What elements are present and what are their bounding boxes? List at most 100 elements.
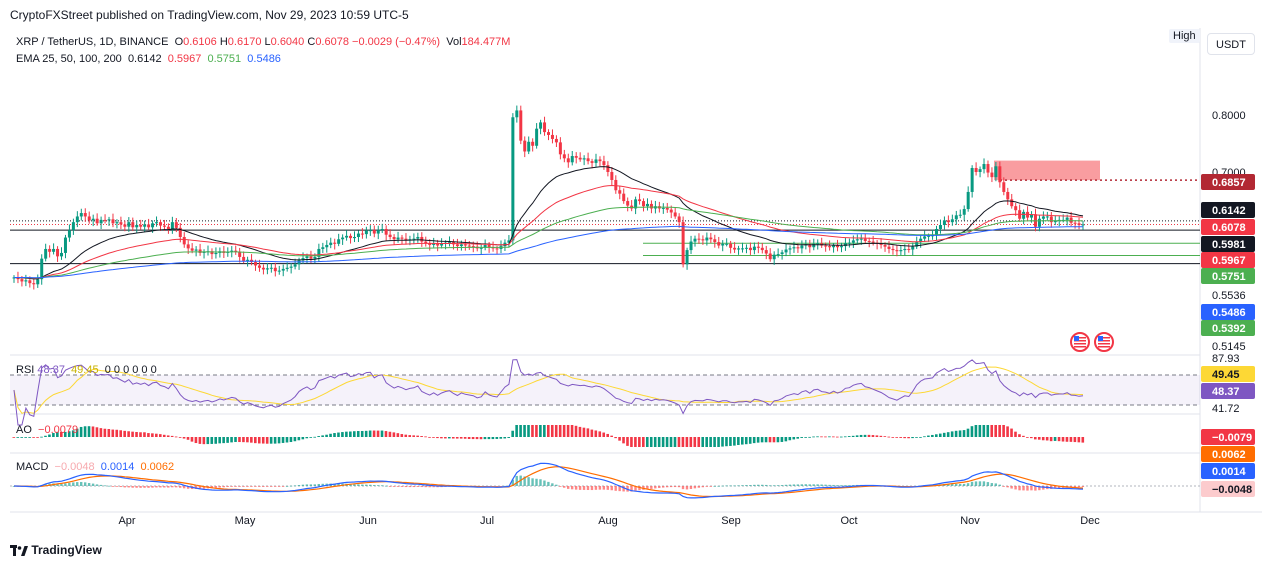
macd-hist-bar xyxy=(147,486,150,488)
ao-bar xyxy=(178,437,182,438)
candle-body xyxy=(883,244,887,247)
ao-bar xyxy=(301,437,305,440)
candle-body xyxy=(527,141,531,152)
flag-stripe xyxy=(1098,337,1110,339)
ao-bar xyxy=(297,437,301,441)
ao-bar xyxy=(915,437,918,438)
candle-body xyxy=(87,216,91,221)
rsi-extra: 0 0 0 0 0 0 xyxy=(104,364,157,376)
candle-body xyxy=(63,237,67,253)
ao-bar xyxy=(903,437,906,439)
ema-legend[interactable]: EMA 25, 50, 100, 200 0.6142 0.5967 0.575… xyxy=(16,53,281,65)
ao-legend[interactable]: AO −0.0079 xyxy=(16,424,78,436)
ao-bar xyxy=(594,430,598,437)
candle-body xyxy=(170,222,174,229)
macd-hist-bar xyxy=(955,483,958,486)
macd-hist-bar xyxy=(424,486,427,488)
tradingview-brand: TradingView xyxy=(31,543,102,557)
macd-hist-bar xyxy=(697,486,701,488)
candle-body xyxy=(606,165,610,172)
candle-body xyxy=(1002,182,1006,192)
rsi-tag-bg xyxy=(1201,383,1255,399)
candle-body xyxy=(186,244,190,249)
candle-body xyxy=(764,250,768,254)
rsi-ma-value: 49.45 xyxy=(71,364,99,376)
macd-hist-bar xyxy=(737,485,740,487)
candle-body xyxy=(257,265,261,268)
candle-body xyxy=(582,158,586,160)
ao-bar xyxy=(832,436,835,438)
candle-body xyxy=(911,246,915,250)
high-button[interactable]: High xyxy=(1169,29,1200,43)
candle-body xyxy=(24,280,28,282)
macd-legend[interactable]: MACD −0.0048 0.0014 0.0062 xyxy=(16,461,174,473)
macd-hist-bar xyxy=(665,486,669,488)
candle-body xyxy=(459,244,463,247)
macd-hist-bar xyxy=(1034,486,1037,491)
macd-hist-bar xyxy=(610,486,613,491)
flag-ring xyxy=(1070,332,1090,352)
price-tag-bg xyxy=(1201,236,1255,252)
ao-bar xyxy=(1081,437,1085,443)
macd-hist-bar xyxy=(820,484,823,486)
candle-body xyxy=(570,156,574,163)
candle-body xyxy=(689,241,693,251)
ao-bar xyxy=(337,432,340,437)
candle-body xyxy=(28,280,32,284)
macd-hist-bar xyxy=(574,486,578,490)
ao-bar xyxy=(919,436,922,438)
tradingview-logo[interactable]: TradingView xyxy=(10,543,102,557)
ao-bar xyxy=(950,431,954,437)
candle-body xyxy=(566,158,570,163)
macd-hist-bar xyxy=(713,485,716,487)
macd-hist-bar xyxy=(753,484,756,486)
symbol-name[interactable]: XRP / TetherUS, 1D, BINANCE xyxy=(16,36,169,48)
candle-body xyxy=(535,128,539,146)
candle-body xyxy=(685,250,689,265)
macd-hist-bar xyxy=(408,486,412,488)
candle-body xyxy=(404,238,408,241)
candle-body xyxy=(760,247,764,251)
macd-hist-bar xyxy=(1026,486,1029,491)
candle-body xyxy=(673,212,677,217)
ao-bar xyxy=(277,437,281,444)
macd-hist-bar xyxy=(622,486,625,492)
macd-hist-bar xyxy=(511,479,514,486)
ao-bar xyxy=(495,437,499,439)
macd-hist-bar xyxy=(258,486,261,487)
ao-bar xyxy=(186,437,190,440)
ao-bar xyxy=(665,437,669,447)
ao-bar xyxy=(634,437,637,447)
macd-hist-bar xyxy=(563,486,566,488)
ao-bar xyxy=(582,427,586,437)
macd-hist-bar xyxy=(634,486,637,491)
macd-hist-bar xyxy=(618,486,621,492)
candle-body xyxy=(238,251,242,257)
macd-hist-bar xyxy=(578,486,582,490)
ao-bar xyxy=(661,437,665,447)
candle-body xyxy=(254,262,258,266)
macd-hist-bar xyxy=(95,484,99,486)
ao-bar xyxy=(673,437,677,447)
macd-hist-bar xyxy=(654,486,657,489)
macd-hist-bar xyxy=(99,484,103,486)
macd-hist-bar xyxy=(222,486,225,488)
candle-body xyxy=(507,240,511,243)
supply-zone xyxy=(994,160,1100,181)
ao-bar xyxy=(907,437,910,439)
price-tag-bg xyxy=(1201,174,1255,190)
macd-hist-bar xyxy=(151,486,154,488)
candle-body xyxy=(1010,199,1014,207)
ao-bar xyxy=(36,437,39,438)
rsi-legend[interactable]: RSI 48.37 49.45 0 0 0 0 0 0 xyxy=(16,364,157,376)
ao-bar xyxy=(265,437,269,444)
macd-hist-bar xyxy=(1030,486,1033,491)
macd-hist-bar xyxy=(555,484,558,486)
macd-hist-bar xyxy=(804,484,807,486)
ao-bar xyxy=(384,431,388,437)
ao-bar xyxy=(1061,437,1065,442)
candle-body xyxy=(40,258,44,280)
ao-bar xyxy=(143,432,146,437)
currency-button[interactable]: USDT xyxy=(1207,33,1255,55)
